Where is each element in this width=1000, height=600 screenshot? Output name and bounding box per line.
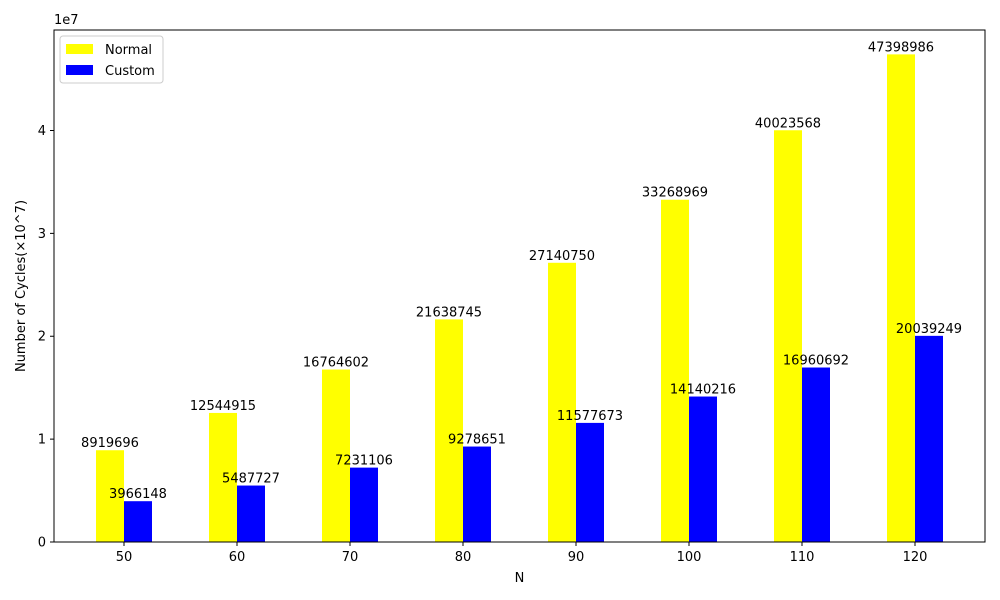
bar-custom-120 [915, 335, 943, 542]
x-tick-label-50: 50 [116, 550, 133, 565]
data-label-custom-50: 3966148 [109, 487, 167, 502]
x-tick-label-100: 100 [677, 550, 702, 565]
x-tick-label-90: 90 [568, 550, 585, 565]
y-tick-label-4: 4 [38, 124, 46, 139]
y-offset-text: 1e7 [54, 13, 79, 28]
data-label-custom-60: 5487727 [222, 472, 280, 487]
y-tick-label-3: 3 [38, 227, 46, 242]
data-label-normal-110: 40023568 [755, 116, 821, 131]
legend-swatch-normal [66, 44, 93, 54]
data-label-normal-80: 21638745 [416, 305, 482, 320]
bar-normal-70 [322, 369, 350, 542]
data-label-normal-120: 47398986 [868, 40, 934, 55]
data-labels-group: 8919696 3966148 12544915 5487727 16764602 723… [81, 40, 962, 502]
bar-custom-60 [237, 485, 265, 542]
legend-label-normal: Normal [105, 43, 152, 58]
bar-normal-110 [774, 130, 802, 543]
data-label-custom-120: 20039249 [896, 322, 962, 337]
legend-label-custom: Custom [105, 64, 155, 79]
data-label-normal-60: 12544915 [190, 399, 256, 414]
bar-custom-110 [802, 367, 830, 542]
bar-custom-70 [350, 467, 378, 542]
data-label-normal-90: 27140750 [529, 249, 595, 264]
x-tick-label-70: 70 [342, 550, 359, 565]
bars-group [96, 54, 943, 543]
legend-swatch-custom [66, 65, 93, 75]
bar-normal-60 [209, 412, 237, 542]
y-axis-label: Number of Cycles(×10^7) [14, 200, 29, 372]
y-tick-label-1: 1 [38, 433, 46, 448]
data-label-custom-100: 14140216 [670, 383, 736, 398]
data-label-custom-110: 16960692 [783, 354, 849, 369]
y-tick-label-0: 0 [38, 536, 46, 551]
x-tick-label-80: 80 [455, 550, 472, 565]
bar-custom-90 [576, 422, 604, 542]
legend: Normal Custom [59, 35, 164, 84]
data-label-normal-70: 16764602 [303, 356, 369, 371]
bar-custom-50 [124, 501, 152, 542]
data-label-normal-50: 8919696 [81, 436, 139, 451]
y-axis: 0 1 2 3 4 [38, 124, 54, 551]
bar-normal-90 [548, 262, 576, 542]
bar-normal-100 [661, 199, 689, 543]
bar-normal-80 [435, 319, 463, 542]
data-label-custom-90: 11577673 [557, 409, 623, 424]
bar-normal-120 [887, 54, 915, 542]
bar-custom-100 [689, 396, 717, 542]
bar-normal-50 [96, 450, 124, 542]
x-axis-label: N [515, 571, 525, 586]
x-tick-label-60: 60 [229, 550, 246, 565]
plot-frame [53, 29, 986, 543]
data-label-normal-100: 33268969 [642, 186, 708, 201]
data-label-custom-80: 9278651 [448, 433, 506, 448]
y-tick-label-2: 2 [38, 330, 46, 345]
x-tick-label-120: 120 [903, 550, 928, 565]
x-tick-label-110: 110 [790, 550, 815, 565]
bar-custom-80 [463, 446, 491, 542]
x-axis: 50 60 70 80 90 100 110 120 [116, 542, 928, 565]
data-label-custom-70: 7231106 [335, 454, 393, 469]
